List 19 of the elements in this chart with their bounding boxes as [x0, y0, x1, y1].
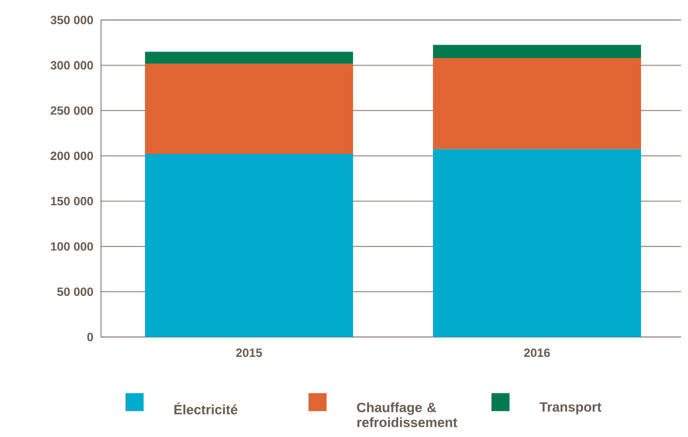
y-tick-label: 100 000 [51, 242, 93, 251]
bar [145, 154, 354, 337]
y-tick-label: 150 000 [51, 196, 93, 206]
bar [433, 149, 642, 337]
bar [433, 44, 642, 58]
y-tick-label: 300 000 [50, 61, 93, 70]
y-tick-label: 200 000 [50, 152, 93, 160]
bar [145, 64, 354, 154]
y-tick-label: 250 000 [50, 106, 93, 115]
legend-label: Électricité [174, 402, 238, 414]
legend-label: Transport [540, 402, 602, 414]
bar [433, 58, 642, 150]
y-tick-label: 50 000 [57, 287, 93, 296]
y-tick-label: 350 000 [50, 16, 93, 24]
legend-label: Chauffage & refroidissement [357, 402, 458, 428]
bar [145, 52, 354, 64]
y-tick-label: 0 [87, 332, 93, 342]
x-tick-label: 2015 [236, 348, 262, 357]
x-tick-label: 2016 [524, 348, 550, 357]
